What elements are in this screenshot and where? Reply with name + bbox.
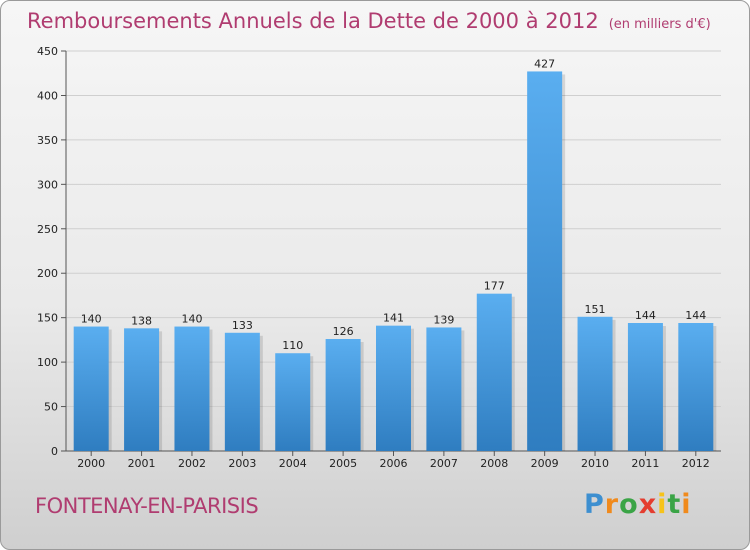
data-label: 139 [433,313,454,326]
bar [678,323,714,451]
y-tick-label: 200 [37,267,58,280]
bar [224,332,260,451]
y-tick-label: 300 [37,178,58,191]
bars [73,71,717,451]
y-tick-label: 350 [37,134,58,147]
bar [73,326,109,451]
y-tick-label: 0 [51,445,58,458]
chart-title: Remboursements Annuels de la Dette de 20… [27,9,711,33]
bar [275,353,311,451]
data-label: 141 [383,312,404,325]
x-tick-label: 2011 [631,457,659,470]
bar [325,339,361,451]
data-label: 144 [635,309,656,322]
bar [376,325,411,451]
y-tick-label: 400 [37,89,58,102]
x-tick-label: 2008 [480,457,508,470]
x-tick-label: 2009 [531,457,559,470]
data-label: 140 [81,313,102,326]
x-tick-label: 2003 [228,457,256,470]
y-tick-label: 450 [37,45,58,58]
x-tick-label: 2004 [279,457,307,470]
x-tick-label: 2010 [581,457,609,470]
labels: 140 138 140 133 110 126 141 139 177 427 151 144 144 [81,57,707,352]
x-tick-label: 2012 [682,457,710,470]
x-tick-label: 2006 [380,457,408,470]
bar [527,71,563,451]
y-tick-label: 150 [37,312,58,325]
x-tick-label: 2000 [77,457,105,470]
data-label: 110 [282,339,303,352]
data-label: 133 [232,319,253,332]
bar [577,316,613,451]
bar [627,323,663,451]
y-tick-label: 100 [37,356,58,369]
data-label: 126 [333,325,354,338]
x-tick-label: 2001 [128,457,156,470]
bar [124,328,160,451]
bar [476,293,512,451]
data-label: 138 [131,314,152,327]
y-tick-label: 250 [37,223,58,236]
data-label: 144 [685,309,706,322]
proxiti-logo[interactable]: Proxiti [584,489,692,520]
bar [174,326,210,451]
data-label: 177 [484,280,505,293]
commune-name: FONTENAY-EN-PARISIS [35,494,259,518]
x-tick-label: 2005 [329,457,357,470]
data-label: 140 [181,313,202,326]
y-tick-label: 50 [44,401,58,414]
data-label: 151 [585,303,606,316]
chart-unit: (en milliers d'€) [608,17,711,32]
bar [426,327,462,451]
data-label: 427 [534,57,555,70]
x-tick-label: 2007 [430,457,458,470]
x-tick-label: 2002 [178,457,206,470]
chart-title-text: Remboursements Annuels de la Dette de 20… [27,9,599,33]
